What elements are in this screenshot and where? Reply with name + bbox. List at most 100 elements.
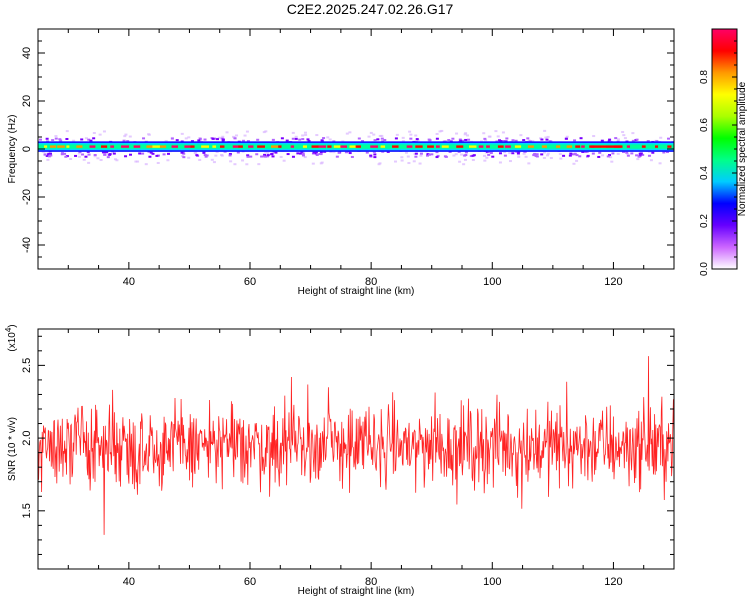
heatmap-cell xyxy=(622,134,626,137)
heatmap-cell xyxy=(466,134,470,137)
heatmap-cell xyxy=(369,154,373,157)
heatmap-cell xyxy=(262,131,266,134)
heatmap-cell xyxy=(630,152,634,155)
heatmap-cell xyxy=(124,155,128,158)
heatmap-cell xyxy=(328,138,332,141)
snr-panel: 40 60 80 100 120 Height of straight line (km)… xyxy=(4,324,675,597)
heatmap-cell xyxy=(141,152,145,155)
heatmap-cell xyxy=(134,160,138,163)
heatmap-cell xyxy=(616,152,620,155)
heatmap-cell xyxy=(147,133,151,136)
heatmap-cell xyxy=(526,137,530,140)
heatmap-cell xyxy=(428,139,432,142)
heatmap-cell xyxy=(623,137,627,140)
heatmap-cell xyxy=(318,152,322,155)
x-tick-label: 100 xyxy=(483,276,501,288)
heatmap-cell xyxy=(304,133,308,136)
heatmap-cell xyxy=(400,159,404,162)
heatmap-cell xyxy=(60,153,64,156)
heatmap-cell xyxy=(436,154,440,157)
heatmap-hotspot xyxy=(380,145,386,148)
heatmap-cell xyxy=(404,151,408,154)
heatmap-cell xyxy=(575,154,579,157)
heatmap-cell xyxy=(87,153,91,156)
heatmap-cell xyxy=(166,159,170,162)
heatmap-cell xyxy=(435,151,439,154)
heatmap-cell xyxy=(514,139,518,142)
heatmap-cell xyxy=(164,139,168,142)
heatmap-cell xyxy=(457,150,461,153)
heatmap-cell xyxy=(64,155,68,158)
heatmap-cell xyxy=(156,161,160,164)
heatmap-hotspot xyxy=(469,145,477,148)
heatmap-cell xyxy=(212,161,216,164)
heatmap-cell xyxy=(45,154,49,157)
heatmap-cell xyxy=(271,138,275,141)
colorbar-label: Normalized spectral amplitude xyxy=(737,81,748,216)
heatmap-hotspot xyxy=(238,145,243,148)
heatmap-cell xyxy=(361,140,365,143)
heatmap-cell xyxy=(522,139,526,142)
heatmap-cell xyxy=(378,134,382,137)
heatmap-cell xyxy=(427,153,431,156)
heatmap-hotspot xyxy=(212,145,217,148)
heatmap-cell xyxy=(326,136,330,139)
heatmap-cell xyxy=(584,151,588,154)
heatmap-cell xyxy=(460,153,464,156)
heatmap-hotspot xyxy=(333,145,341,148)
heatmap-cell xyxy=(641,153,645,156)
heatmap-cell xyxy=(501,131,505,134)
heatmap-hotspot xyxy=(302,145,307,148)
heatmap-cell xyxy=(546,154,550,157)
heatmap-cell xyxy=(296,152,300,155)
heatmap-cell xyxy=(47,152,51,155)
heatmap-cell xyxy=(182,152,186,155)
y-tick-label: -20 xyxy=(21,189,33,205)
heatmap-cell xyxy=(524,155,528,158)
heatmap-hotspot xyxy=(566,145,573,148)
heatmap-cell xyxy=(123,135,127,138)
heatmap-hotspot xyxy=(49,145,57,148)
heatmap-cell xyxy=(626,152,630,155)
heatmap-cell xyxy=(608,154,612,157)
heatmap-cell xyxy=(96,157,100,160)
heatmap-cell xyxy=(210,158,214,161)
heatmap-cell xyxy=(408,130,412,133)
heatmap-cell xyxy=(181,155,185,158)
heatmap-cell xyxy=(74,154,78,157)
heatmap-cell xyxy=(543,151,547,154)
heatmap-cell xyxy=(162,153,166,156)
heatmap-cell xyxy=(198,158,202,161)
heatmap-cell xyxy=(540,153,544,156)
heatmap-cell xyxy=(610,160,614,163)
heatmap-cell xyxy=(82,158,86,161)
heatmap-cell xyxy=(84,137,88,140)
heatmap-hotspot xyxy=(290,145,295,148)
heatmap-cell xyxy=(575,159,579,162)
heatmap-cell xyxy=(136,160,140,163)
heatmap-cell xyxy=(303,131,307,134)
heatmap-hotspot xyxy=(415,145,423,148)
heatmap-cell xyxy=(464,151,468,154)
heatmap-cell xyxy=(646,140,650,143)
heatmap-cell xyxy=(435,137,439,140)
heatmap-cell xyxy=(77,155,81,158)
heatmap-hotspot xyxy=(248,145,254,148)
heatmap-cell xyxy=(469,155,473,158)
heatmap-cell xyxy=(112,152,116,155)
heatmap-hotspot xyxy=(171,145,179,148)
heatmap-cell xyxy=(348,152,352,155)
heatmap-cell xyxy=(377,163,381,166)
heatmap-cell xyxy=(228,153,232,156)
heatmap-hotspot xyxy=(349,145,358,148)
heatmap-cell xyxy=(322,137,326,140)
heatmap-cell xyxy=(516,152,520,155)
heatmap-cell xyxy=(241,139,245,142)
heatmap-cell xyxy=(270,153,274,156)
heatmap-cell xyxy=(199,138,203,141)
heatmap-cell xyxy=(543,129,547,132)
heatmap-cell xyxy=(430,153,434,156)
heatmap-cell xyxy=(467,138,471,141)
heatmap-hotspot xyxy=(427,145,434,148)
heatmap-cell xyxy=(149,151,153,154)
